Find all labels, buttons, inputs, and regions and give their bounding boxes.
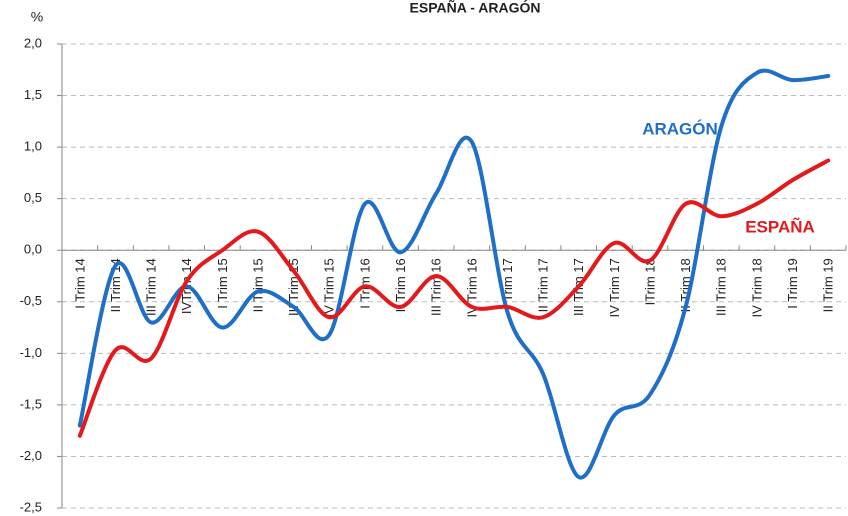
x-tick-label: II Trim 17 bbox=[536, 258, 551, 312]
y-tick-label: -1,0 bbox=[20, 345, 42, 360]
chart-title: ESPAÑA - ARAGÓN bbox=[410, 0, 541, 16]
x-tick-label: IV Trim 15 bbox=[322, 258, 337, 317]
y-tick-label: 0,0 bbox=[24, 242, 42, 257]
series-label: ARAGÓN bbox=[642, 119, 718, 138]
y-axis-label: % bbox=[31, 9, 43, 25]
x-tick-label: III Trim 18 bbox=[714, 258, 729, 316]
x-tick-label: II Trim 19 bbox=[821, 258, 836, 312]
x-tick-label: III Trim 16 bbox=[429, 258, 444, 316]
series-line bbox=[77, 68, 831, 480]
x-tick-label: II Trim 15 bbox=[250, 258, 265, 312]
x-tick-label: II Trim 16 bbox=[393, 258, 408, 312]
y-tick-label: -2,5 bbox=[20, 499, 42, 514]
y-tick-label: -1,5 bbox=[20, 396, 42, 411]
y-tick-label: -0,5 bbox=[20, 293, 42, 308]
y-tick-label: -2,0 bbox=[20, 448, 42, 463]
x-tick-label: I Trim 14 bbox=[72, 258, 87, 309]
y-tick-label: 1,5 bbox=[24, 87, 42, 102]
x-tick-label: I Trim 19 bbox=[785, 258, 800, 309]
y-tick-label: 2,0 bbox=[24, 35, 42, 50]
x-tick-label: ITrim 18 bbox=[642, 258, 657, 305]
series-label: ESPAÑA bbox=[745, 216, 815, 236]
x-tick-label: IV Trim 17 bbox=[607, 258, 622, 317]
series-line bbox=[77, 158, 831, 438]
x-tick-label: III Trim 14 bbox=[144, 258, 159, 316]
y-tick-label: 0,5 bbox=[24, 190, 42, 205]
x-tick-label: I Trim 15 bbox=[215, 258, 230, 309]
y-tick-label: 1,0 bbox=[24, 139, 42, 154]
x-tick-label: I Trim 16 bbox=[357, 258, 372, 309]
x-tick-label: IV Trim 18 bbox=[749, 258, 764, 317]
